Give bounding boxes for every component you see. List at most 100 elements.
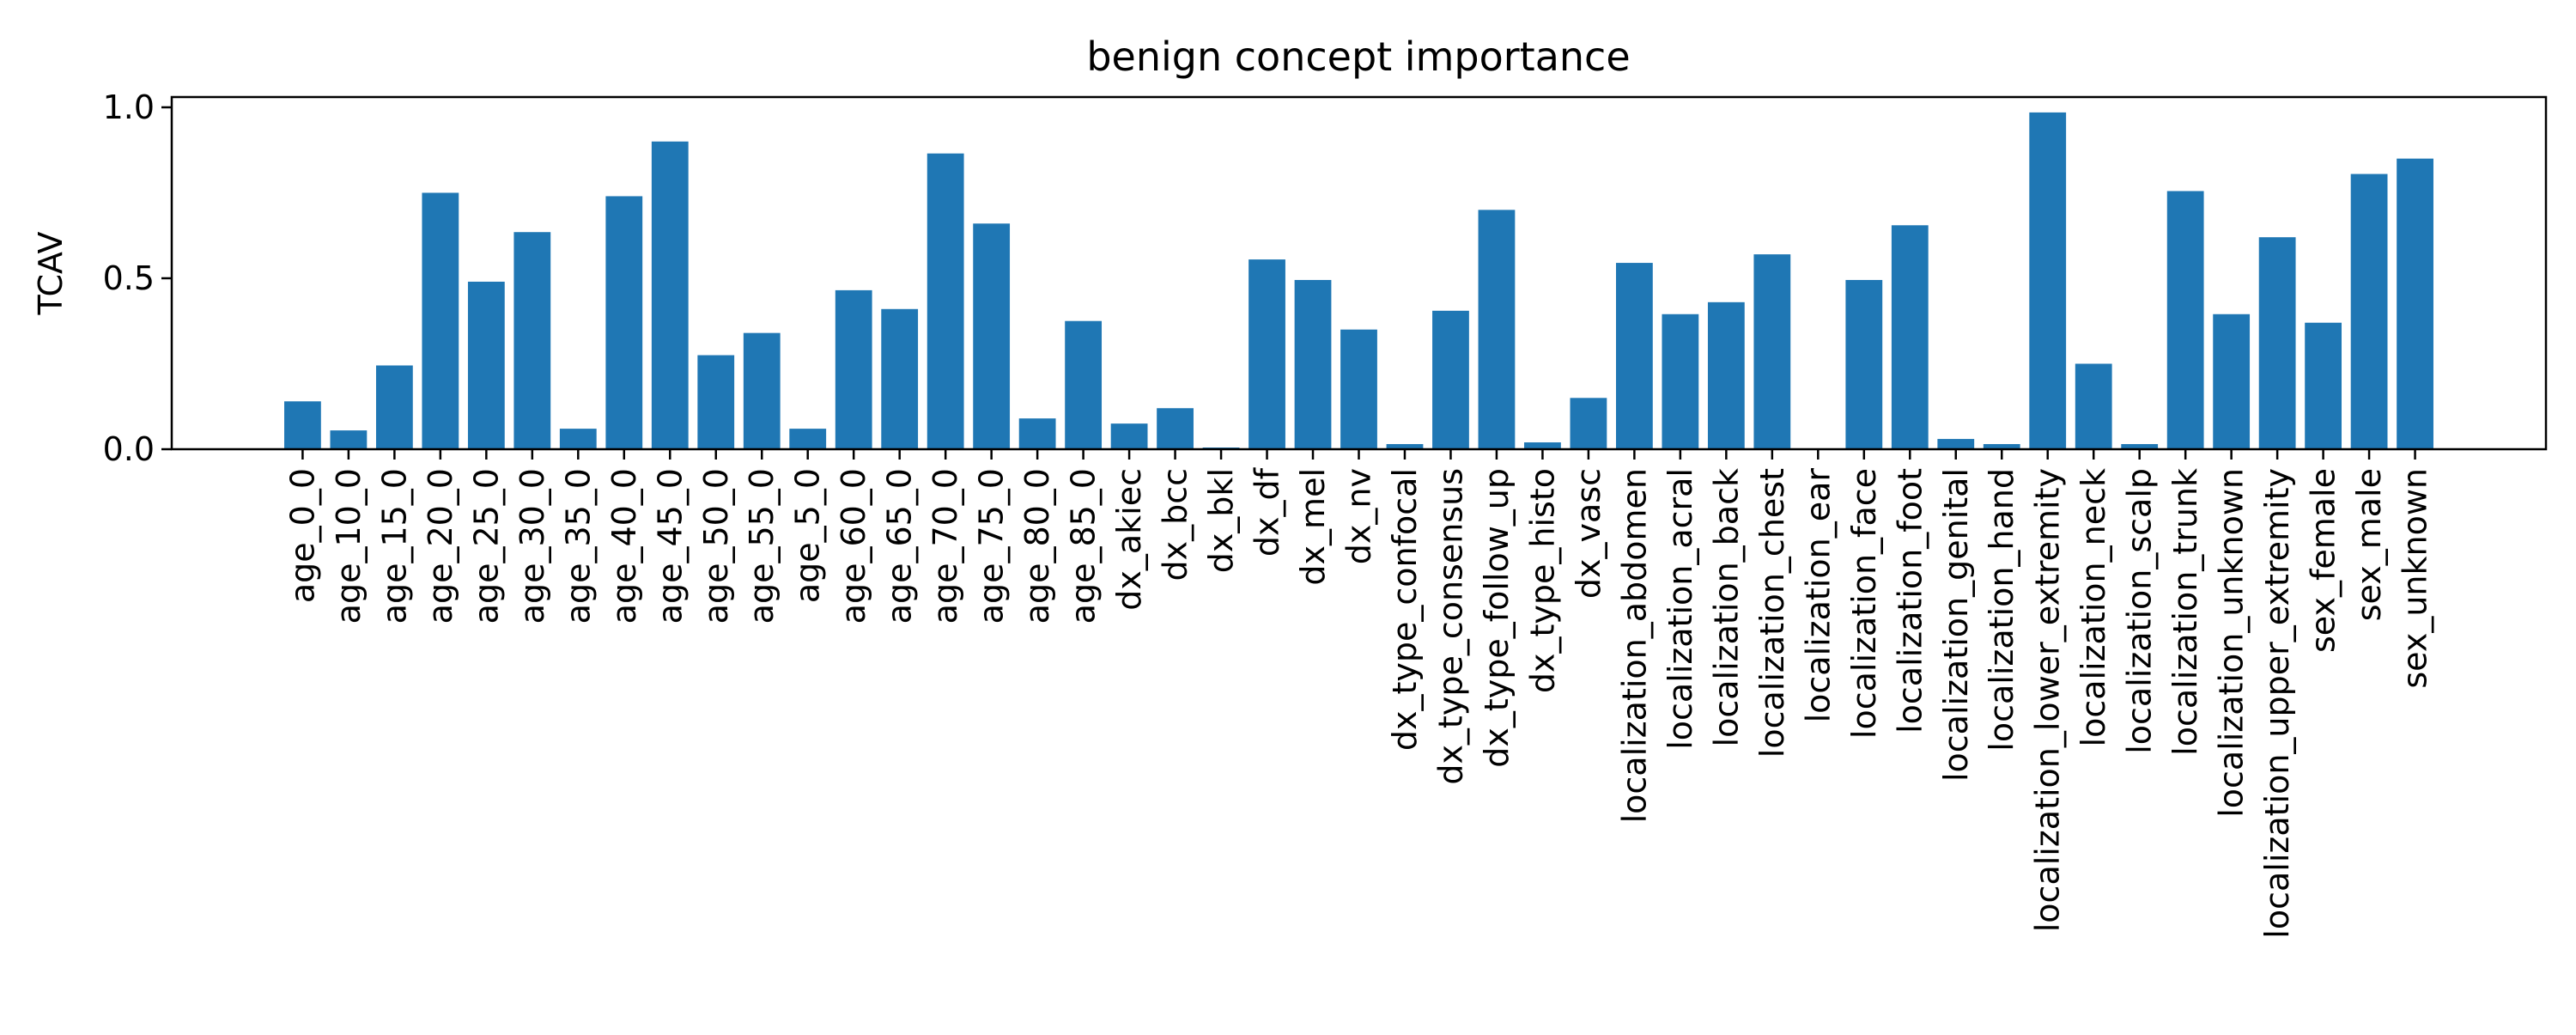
bar-localization_hand xyxy=(1983,444,2020,449)
bar-dx_nv xyxy=(1340,329,1377,449)
x-tick-label: localization_acral xyxy=(1662,468,1699,750)
x-tick-label: localization_upper_extremity xyxy=(2258,468,2296,939)
x-tick-label: localization_genital xyxy=(1937,468,1975,782)
bar-sex_female xyxy=(2305,322,2342,449)
x-tick-label: sex_female xyxy=(2305,468,2342,653)
x-tick-label: age_0_0 xyxy=(283,468,321,603)
x-tick-label: age_60_0 xyxy=(835,468,872,624)
bar-age_25_0 xyxy=(467,281,505,449)
bar-age_80_0 xyxy=(1018,418,1056,449)
x-tick-label: age_25_0 xyxy=(467,468,505,624)
plot-frame xyxy=(170,95,2548,451)
x-tick-label: localization_unknown xyxy=(2213,468,2251,818)
bar-age_65_0 xyxy=(881,308,919,449)
bar-localization_lower_extremity xyxy=(2029,112,2067,449)
y-tick-label: 0.0 xyxy=(103,430,155,468)
x-tick-label: dx_nv xyxy=(1340,468,1378,564)
x-tick-label: age_70_0 xyxy=(927,468,964,624)
x-tick-label: age_50_0 xyxy=(697,468,735,624)
bar-localization_chest xyxy=(1753,254,1791,449)
x-axis: age_0_0 age_10_0 age_15_0 age_20_0 age_25_0 a… xyxy=(283,449,2434,939)
x-tick-label: dx_df xyxy=(1249,466,1286,557)
x-tick-label: age_65_0 xyxy=(881,468,919,624)
bar-dx_type_consensus xyxy=(1432,310,1469,449)
bar-localization_genital xyxy=(1937,439,1975,449)
bar-age_60_0 xyxy=(835,289,872,449)
bar-sex_male xyxy=(2350,174,2388,449)
bar-age_35_0 xyxy=(559,429,597,449)
x-tick-label: dx_bcc xyxy=(1157,468,1194,581)
y-axis: 0.0 0.5 1.0 xyxy=(103,88,172,468)
bar-age_75_0 xyxy=(973,223,1011,449)
x-tick-label: localization_lower_extremity xyxy=(2029,468,2067,932)
x-tick-label: dx_mel xyxy=(1294,468,1332,586)
x-tick-label: age_20_0 xyxy=(422,468,459,624)
bar-localization_upper_extremity xyxy=(2258,237,2296,449)
x-tick-label: localization_back xyxy=(1707,468,1745,746)
bar-localization_back xyxy=(1707,301,1745,449)
bar-localization_foot xyxy=(1891,225,1929,449)
x-tick-label: dx_bkl xyxy=(1202,468,1240,573)
chart-title: benign concept importance xyxy=(1086,33,1630,80)
bar-age_30_0 xyxy=(513,232,551,449)
bar-localization_scalp xyxy=(2121,444,2159,449)
bar-age_70_0 xyxy=(927,153,964,449)
bar-age_45_0 xyxy=(651,141,689,449)
x-tick-label: age_35_0 xyxy=(559,468,597,624)
x-tick-label: dx_type_consensus xyxy=(1431,468,1469,785)
bar-age_0_0 xyxy=(284,401,321,449)
x-tick-label: dx_type_follow_up xyxy=(1478,468,1516,768)
bar-localization_abdomen xyxy=(1616,263,1653,449)
x-tick-label: age_80_0 xyxy=(1018,468,1056,624)
bar-dx_mel xyxy=(1294,279,1332,449)
bar-localization_trunk xyxy=(2166,191,2204,449)
bar-dx_vasc xyxy=(1570,398,1607,449)
x-tick-label: localization_hand xyxy=(1983,468,2020,752)
bar-localization_neck xyxy=(2075,363,2112,449)
x-tick-label: localization_ear xyxy=(1799,468,1837,723)
bar-age_50_0 xyxy=(697,355,735,449)
bar-dx_type_histo xyxy=(1524,442,1561,449)
bar-sex_unknown xyxy=(2397,158,2433,449)
bar-age_10_0 xyxy=(330,430,368,449)
bar-dx_bcc xyxy=(1157,408,1194,449)
x-tick-label: age_30_0 xyxy=(513,468,551,624)
bar-dx_df xyxy=(1249,259,1285,449)
x-tick-label: age_55_0 xyxy=(743,468,781,624)
x-tick-label: age_40_0 xyxy=(605,468,643,624)
x-tick-label: dx_akiec xyxy=(1110,468,1148,611)
bars-layer xyxy=(284,112,2433,450)
y-tick-label: 1.0 xyxy=(103,88,155,126)
bar-age_15_0 xyxy=(375,365,413,449)
x-tick-label: age_85_0 xyxy=(1065,468,1103,624)
x-tick-label: localization_chest xyxy=(1753,468,1791,758)
x-tick-label: age_75_0 xyxy=(973,468,1011,624)
x-tick-label: localization_scalp xyxy=(2121,468,2159,754)
bar-localization_unknown xyxy=(2213,314,2251,449)
x-tick-label: age_10_0 xyxy=(330,468,368,624)
x-tick-label: age_5_0 xyxy=(789,468,827,603)
x-tick-label: localization_neck xyxy=(2075,468,2112,746)
x-tick-label: localization_trunk xyxy=(2166,468,2204,756)
x-tick-label: localization_face xyxy=(1845,468,1883,739)
bar-localization_face xyxy=(1845,279,1883,449)
x-tick-label: age_45_0 xyxy=(651,468,689,624)
bar-age_5_0 xyxy=(789,429,827,449)
bar-age_40_0 xyxy=(605,196,643,449)
x-tick-label: sex_unknown xyxy=(2397,468,2434,689)
bar-age_20_0 xyxy=(422,192,459,449)
y-axis-label: TCAV xyxy=(32,231,70,315)
x-tick-label: localization_foot xyxy=(1891,468,1929,734)
bar-age_85_0 xyxy=(1065,320,1103,449)
bar-dx_type_follow_up xyxy=(1478,210,1516,450)
y-tick-label: 0.5 xyxy=(103,259,155,297)
bar-localization_acral xyxy=(1662,314,1699,449)
x-tick-label: age_15_0 xyxy=(375,468,413,624)
x-tick-label: sex_male xyxy=(2350,468,2388,621)
x-tick-label: dx_vasc xyxy=(1570,468,1607,599)
bar-dx_type_confocal xyxy=(1386,444,1424,449)
bar-age_55_0 xyxy=(743,332,781,449)
